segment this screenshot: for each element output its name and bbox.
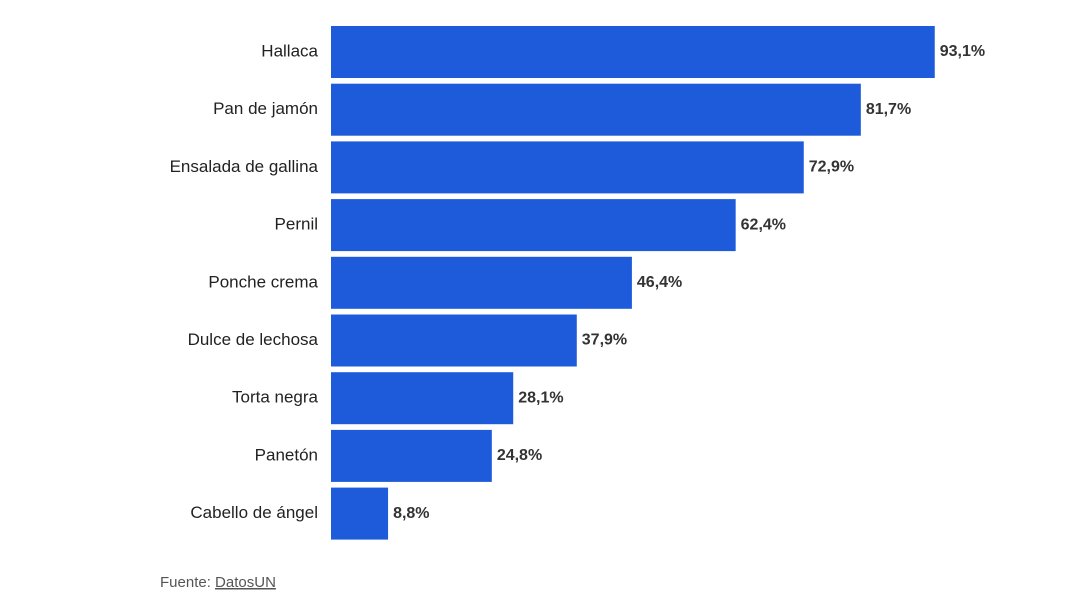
source-prefix: Fuente: <box>160 574 215 591</box>
category-label-torta-negra: Torta negra <box>232 388 319 407</box>
value-label-torta-negra: 28,1% <box>518 389 563 406</box>
bars-layer <box>331 26 935 540</box>
value-label-pernil: 62,4% <box>741 216 786 233</box>
value-label-dulce-de-lechosa: 37,9% <box>582 332 627 349</box>
source-note: Fuente: DatosUN <box>160 574 276 591</box>
bar-ponche-crema <box>331 256 632 309</box>
source-link[interactable]: DatosUN <box>215 574 276 591</box>
category-label-dulce-de-lechosa: Dulce de lechosa <box>188 330 319 349</box>
bar-pan-de-jamon <box>331 83 861 136</box>
category-label-hallaca: Hallaca <box>261 41 318 60</box>
value-label-pan-de-jamon: 81,7% <box>866 101 911 118</box>
category-labels: Hallaca Pan de jamón Ensalada de gallina Pe… <box>170 41 319 522</box>
value-label-cabello-de-angel: 8,8% <box>393 505 429 522</box>
category-label-cabello-de-angel: Cabello de ángel <box>190 503 318 522</box>
value-label-ensalada-de-gallina: 72,9% <box>809 159 854 176</box>
bar-torta-negra <box>331 372 514 425</box>
category-label-paneton: Panetón <box>255 445 318 464</box>
category-label-ponche-crema: Ponche crema <box>208 272 318 291</box>
category-label-pan-de-jamon: Pan de jamón <box>213 99 318 118</box>
category-label-ensalada-de-gallina: Ensalada de gallina <box>170 157 319 176</box>
value-label-hallaca: 93,1% <box>940 43 985 60</box>
bar-cabello-de-angel <box>331 487 389 540</box>
category-label-pernil: Pernil <box>275 215 318 234</box>
bar-dulce-de-lechosa <box>331 314 577 367</box>
bar-pernil <box>331 199 736 252</box>
value-labels: 93,1% 81,7% 72,9% 62,4% 46,4% 37,9% 28,1% 24,8%… <box>393 43 985 522</box>
bar-paneton <box>331 429 492 482</box>
bar-hallaca <box>331 26 935 78</box>
bar-ensalada-de-gallina <box>331 141 804 194</box>
value-label-paneton: 24,8% <box>497 447 542 464</box>
value-label-ponche-crema: 46,4% <box>637 274 682 291</box>
